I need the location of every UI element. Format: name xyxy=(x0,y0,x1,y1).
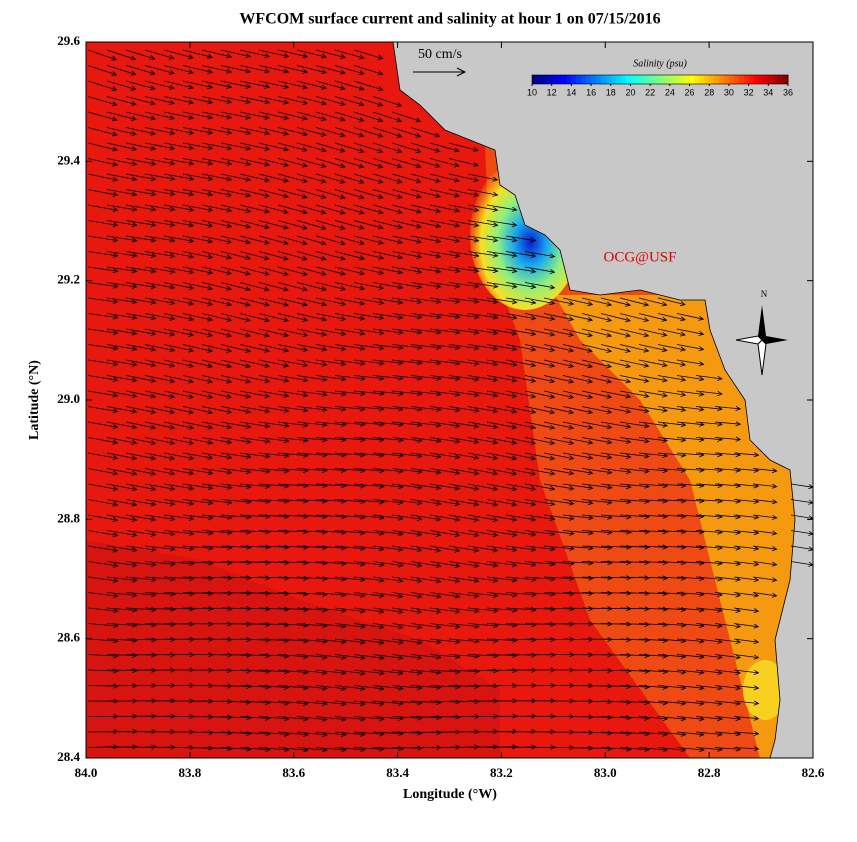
colorbar-cell xyxy=(748,75,755,84)
colorbar-cell xyxy=(753,75,759,84)
colorbar-cell xyxy=(650,75,656,84)
colorbar-cell xyxy=(783,75,789,84)
colorbar-tick-label: 24 xyxy=(665,87,675,97)
x-tick-label: 83.6 xyxy=(282,765,305,780)
colorbar-cell xyxy=(600,75,607,84)
colorbar-cell xyxy=(773,75,779,84)
colorbar-cell xyxy=(768,75,774,84)
colorbar-cell xyxy=(733,75,740,84)
colorbar-cell xyxy=(581,75,587,84)
colorbar-tick-label: 12 xyxy=(547,87,557,97)
x-tick-label: 83.8 xyxy=(178,765,201,780)
colorbar-cell xyxy=(605,75,612,84)
compass-label: N xyxy=(761,289,768,299)
colorbar-frame xyxy=(531,74,789,85)
colorbar-cell xyxy=(689,75,695,84)
colorbar-cell xyxy=(561,75,567,84)
colorbar-cell xyxy=(645,75,651,84)
colorbar-cell xyxy=(556,75,563,84)
colorbar-cell xyxy=(724,75,730,84)
colorbar-cell xyxy=(728,75,735,84)
colorbar-tick-label: 14 xyxy=(566,87,576,97)
colorbar-cell xyxy=(694,75,700,84)
colorbar-cell xyxy=(576,75,582,84)
colorbar-tick-label: 32 xyxy=(744,87,754,97)
colorbar-cell xyxy=(660,75,666,84)
colorbar-cell xyxy=(571,75,577,84)
y-tick-label: 28.4 xyxy=(57,749,80,764)
colorbar-cell xyxy=(532,75,538,84)
colorbar-cell xyxy=(763,75,769,84)
colorbar-tick-label: 22 xyxy=(645,87,655,97)
colorbar-cell xyxy=(566,75,572,84)
colorbar-cell xyxy=(758,75,764,84)
colorbar-cell xyxy=(591,75,597,84)
colorbar-cell xyxy=(655,75,661,84)
colorbar-tick-label: 26 xyxy=(685,87,695,97)
compass-rose xyxy=(735,305,788,376)
colorbar-cell xyxy=(679,75,686,84)
vector-scale-arrow xyxy=(413,67,467,77)
current-vector-paths xyxy=(87,49,813,753)
colorbar-tick-label: 30 xyxy=(724,87,734,97)
x-axis-label: Longitude (°W) xyxy=(403,787,497,802)
colorbar-tick-label: 18 xyxy=(606,87,616,97)
colorbar-cell xyxy=(536,75,543,84)
x-tick-label: 83.4 xyxy=(386,765,409,780)
colorbar-cell xyxy=(738,75,745,84)
colorbar-title: Salinity (psu) xyxy=(633,58,687,69)
colorbar-cell xyxy=(640,75,646,84)
colorbar-cell xyxy=(778,75,784,84)
colorbar-cell xyxy=(709,75,715,84)
y-axis-label: Latitude (°N) xyxy=(27,360,42,440)
colorbar-tick-label: 10 xyxy=(527,87,537,97)
x-tick-label: 82.6 xyxy=(802,765,825,780)
colorbar-cell xyxy=(635,75,641,84)
current-vectors xyxy=(87,49,813,753)
colorbar-cell xyxy=(714,75,720,84)
colorbar-cell xyxy=(743,75,750,84)
colorbar-cell xyxy=(551,75,558,84)
salinity-field xyxy=(86,42,813,758)
colorbar-cell xyxy=(610,75,617,84)
colorbar-cell xyxy=(699,75,705,84)
colorbar-tick-label: 28 xyxy=(704,87,714,97)
credit-label: OCG@USF xyxy=(603,249,676,265)
colorbar-tick-label: 16 xyxy=(586,87,596,97)
x-tick-label: 82.8 xyxy=(698,765,721,780)
colorbar-cell xyxy=(664,75,671,84)
colorbar-cell xyxy=(704,75,710,84)
colorbar-tick-label: 20 xyxy=(625,87,635,97)
colorbar-cell xyxy=(620,75,627,84)
colorbar-cell xyxy=(684,75,691,84)
colorbar-cell xyxy=(669,75,676,84)
x-tick-label: 83.0 xyxy=(594,765,617,780)
colorbar-tick-label: 34 xyxy=(763,87,773,97)
map-title: WFCOM surface current and salinity at ho… xyxy=(239,11,660,28)
colorbar-cell xyxy=(625,75,631,84)
colorbar-cell xyxy=(615,75,622,84)
axes: 84.0 83.8 83.6 83.4 83.2 83.0 82.8 82.6 28.4 28.6… xyxy=(57,33,825,780)
colorbar-cell xyxy=(546,75,553,84)
y-tick-label: 29.2 xyxy=(57,272,80,287)
colorbar-cell xyxy=(674,75,681,84)
y-tick-label: 29.0 xyxy=(57,391,80,406)
colorbar-tick-label: 36 xyxy=(783,87,793,97)
x-tick-label: 83.2 xyxy=(490,765,513,780)
y-tick-label: 28.8 xyxy=(57,510,80,525)
colorbar-cell xyxy=(586,75,592,84)
colorbar-cell xyxy=(630,75,636,84)
y-tick-label: 28.6 xyxy=(57,630,80,645)
colorbar-cell xyxy=(719,75,725,84)
y-tick-label: 29.6 xyxy=(57,33,80,48)
vector-scale-label: 50 cm/s xyxy=(418,47,462,62)
x-tick-label: 84.0 xyxy=(75,765,98,780)
colorbar: 10 12 14 16 18 20 22 24 26 28 30 32 34 36 xyxy=(527,74,793,97)
colorbar-cell xyxy=(596,75,602,84)
y-tick-label: 29.4 xyxy=(57,152,80,167)
colorbar-cell xyxy=(541,75,548,84)
